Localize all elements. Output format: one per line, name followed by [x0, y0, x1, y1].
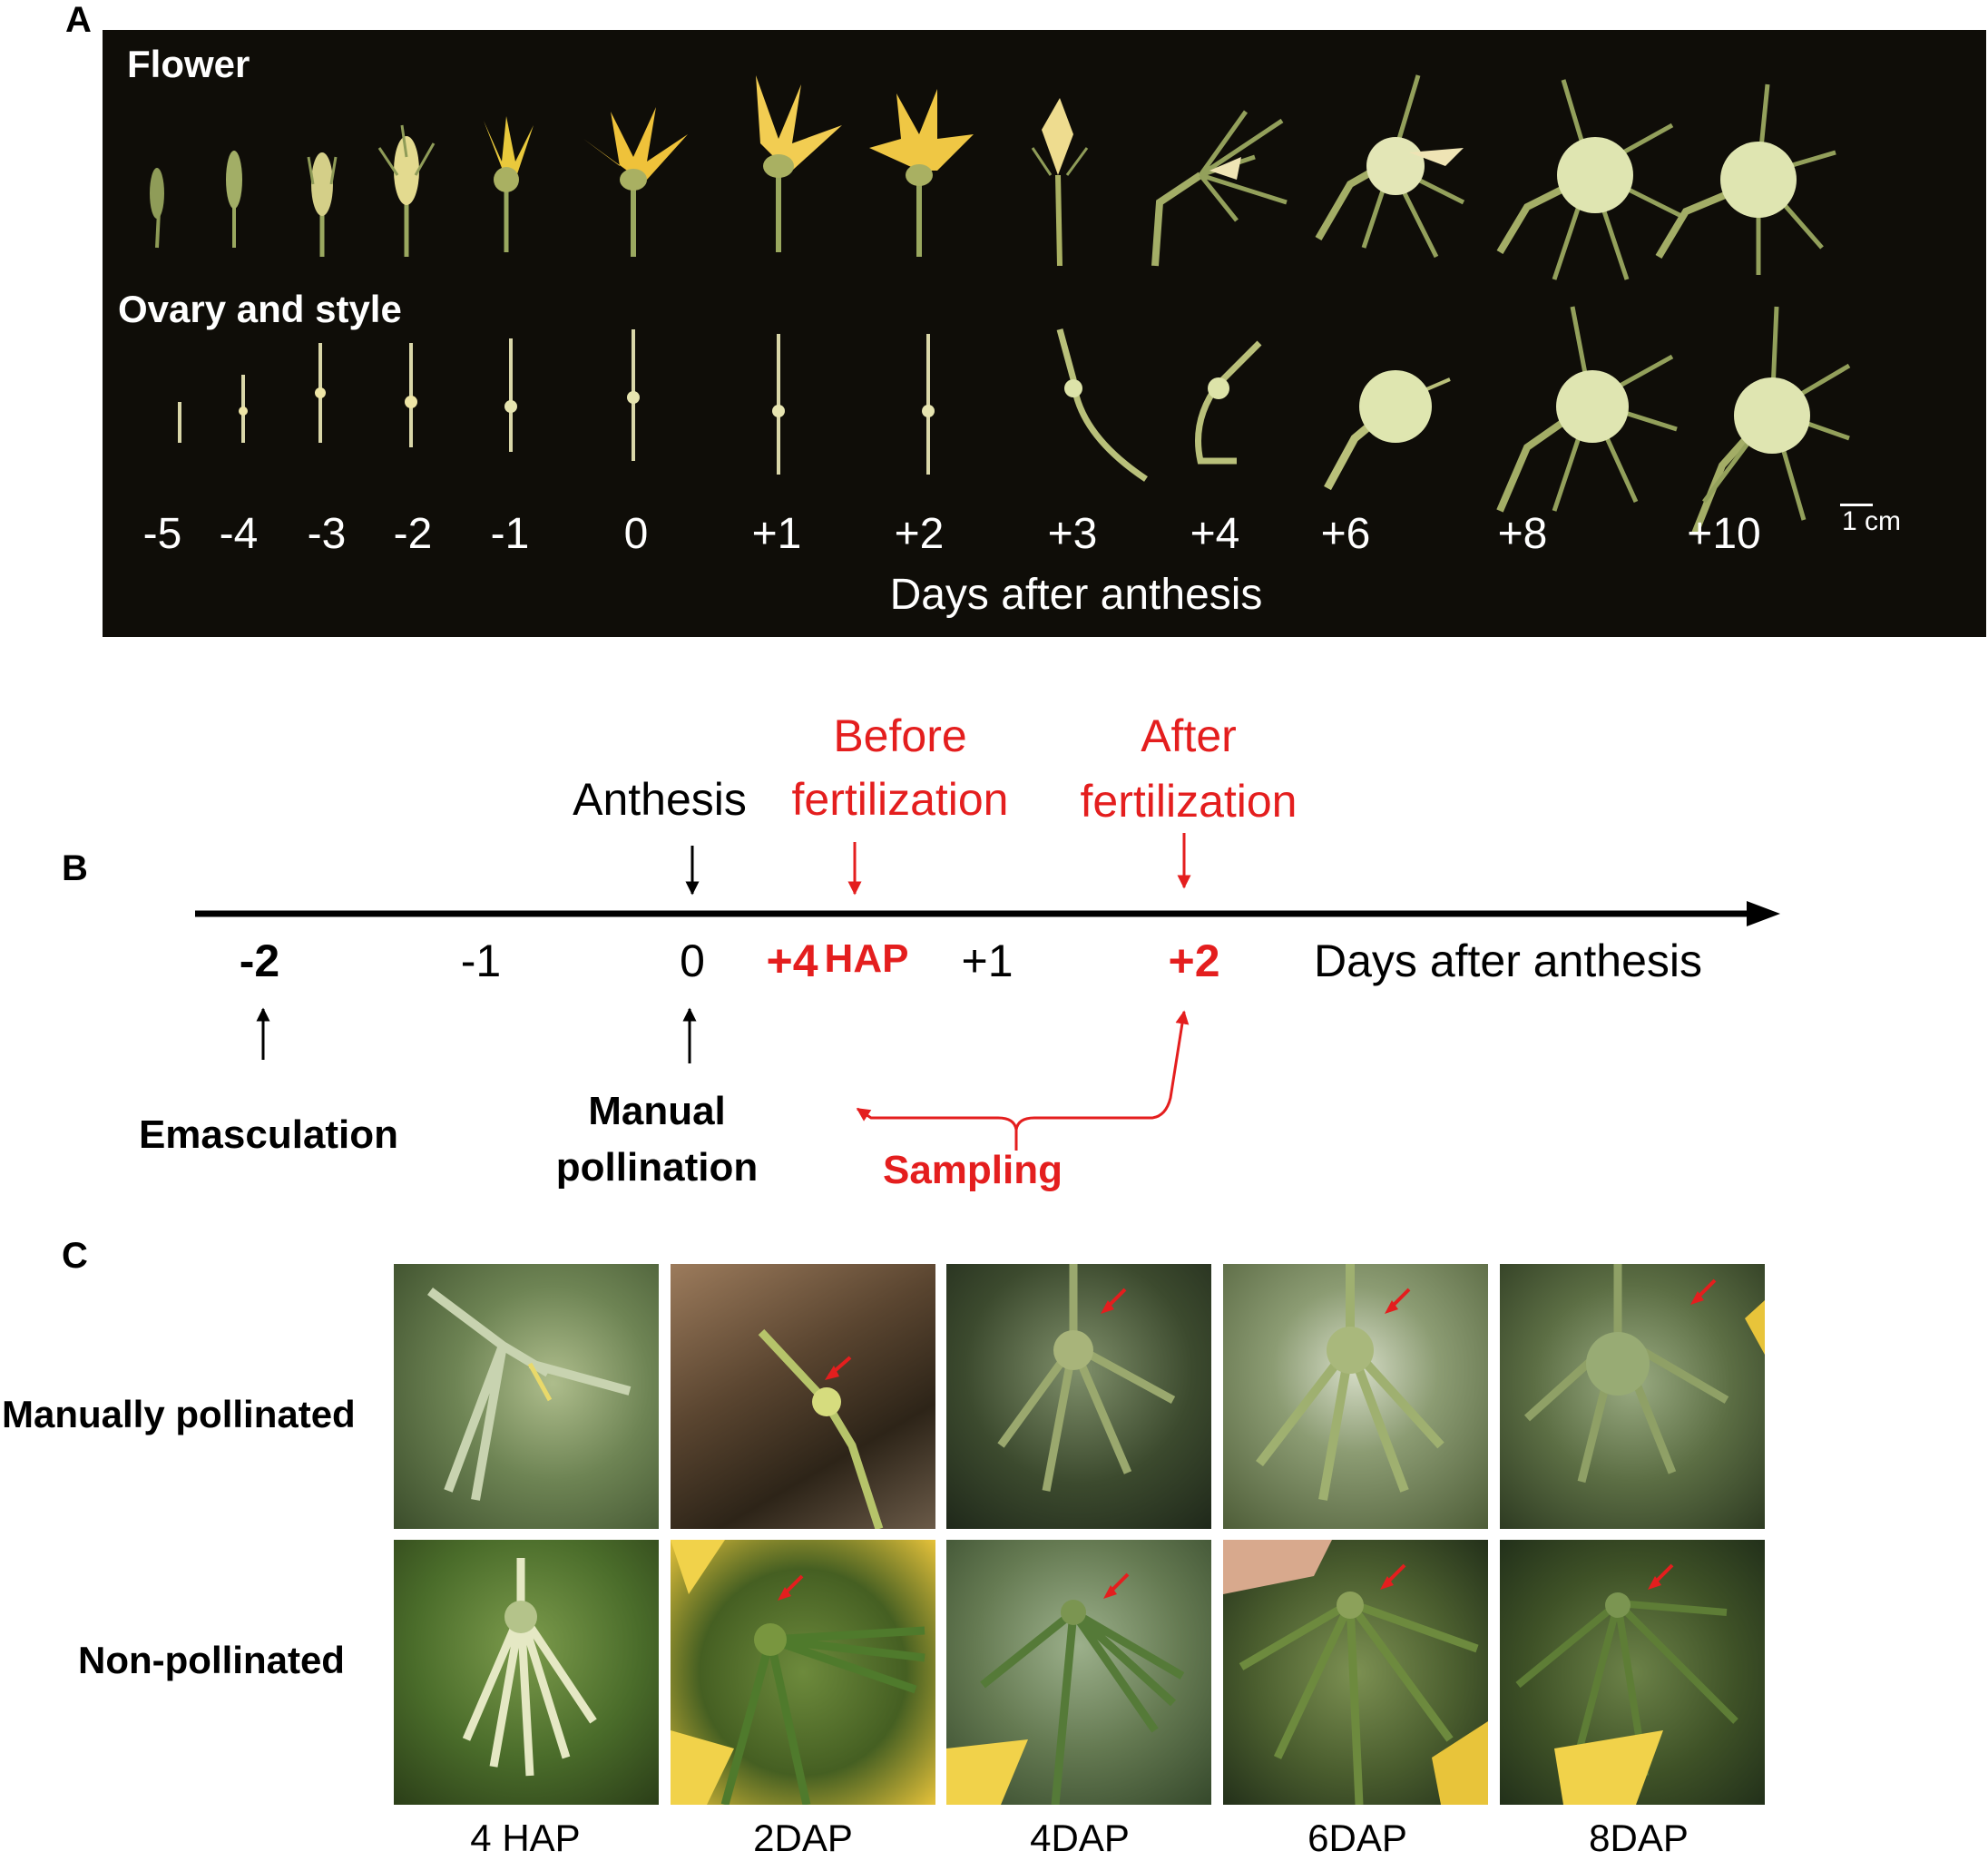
- flower-sepals: [462, 1558, 597, 1777]
- flower-bud-minus2: [377, 124, 436, 257]
- ovary-plus8: [1496, 306, 1678, 513]
- flower-minus1: [484, 116, 534, 252]
- emasculation-label: Emasculation: [138, 1112, 399, 1157]
- panel-a-photo-strip: Flower Ovary and style: [103, 30, 1986, 637]
- column-label-4hap: 4 HAP: [470, 1817, 581, 1859]
- ovary-0: [627, 329, 640, 461]
- scale-bar: [1840, 504, 1873, 506]
- day-label-minus5: -5: [142, 510, 182, 558]
- flower-bud-minus3: [307, 152, 338, 257]
- timeline-axis-label: Days after anthesis: [1314, 935, 1702, 986]
- timeline-axis-arrow: [195, 901, 1780, 926]
- developing-fruit: [997, 1264, 1176, 1492]
- flower-stems: [427, 1288, 632, 1501]
- flower-plus4: [1151, 110, 1288, 267]
- flower-sepals: [946, 1572, 1185, 1805]
- panel-a-x-axis-label: Days after anthesis: [889, 571, 1263, 619]
- day-label-plus4: +4: [1190, 510, 1240, 558]
- day-label-plus2: +2: [894, 510, 945, 558]
- panel-b-letter: B: [62, 848, 88, 888]
- day-label-minus1: -1: [490, 510, 530, 558]
- photo-pollinated-8dap: [1500, 1264, 1765, 1529]
- column-label-8dap: 8DAP: [1589, 1817, 1689, 1859]
- day-label-plus1: +1: [751, 510, 802, 558]
- flower-sepals: [671, 1540, 925, 1805]
- before-fertilization-label-line1: Before: [833, 710, 967, 761]
- ovary-minus3: [315, 343, 326, 443]
- flower-bud-minus4: [226, 151, 242, 248]
- developing-fruit: [1256, 1264, 1444, 1501]
- day-label-plus10: +10: [1687, 510, 1761, 558]
- column-label-6dap: 6DAP: [1307, 1817, 1407, 1859]
- tick-plus4: +4: [766, 935, 818, 986]
- ovary-minus5: [178, 402, 181, 443]
- ovary-on-stem: [758, 1328, 884, 1529]
- photo-pollinated-4dap: [946, 1264, 1211, 1529]
- ovary-minus4: [239, 375, 248, 443]
- row-label-non-pollinated: Non-pollinated: [78, 1639, 345, 1681]
- ovary-plus4: [1195, 340, 1262, 465]
- column-label-4dap: 4DAP: [1030, 1817, 1130, 1859]
- day-label-plus3: +3: [1047, 510, 1098, 558]
- flower-sepals: [1515, 1563, 1738, 1805]
- ovary-row-label: Ovary and style: [118, 288, 402, 330]
- flower-plus2: [869, 89, 974, 257]
- developing-fruit: [1523, 1264, 1765, 1484]
- flower-plus1: [715, 75, 842, 252]
- manual-pollination-label-line1: Manual: [588, 1089, 726, 1133]
- tick-plus1: +1: [961, 935, 1014, 986]
- column-label-2dap: 2DAP: [753, 1817, 853, 1859]
- day-label-plus6: +6: [1320, 510, 1371, 558]
- day-label-minus2: -2: [393, 510, 433, 558]
- ovary-plus10: [1691, 306, 1851, 535]
- photo-pollinated-6dap: [1223, 1264, 1488, 1529]
- flower-row-label: Flower: [127, 43, 250, 85]
- ovary-minus1: [504, 338, 517, 452]
- tick-minus1: -1: [460, 935, 502, 986]
- scale-bar-label: 1 cm: [1842, 506, 1902, 536]
- flower-0: [583, 107, 688, 257]
- day-label-minus4: -4: [219, 510, 259, 558]
- photo-pollinated-4hap: [394, 1264, 659, 1529]
- after-fertilization-label-line2: fertilization: [1080, 776, 1298, 827]
- day-label-0: 0: [623, 510, 649, 558]
- flower-bud-minus5: [150, 168, 164, 249]
- after-fertilization-label-line1: After: [1141, 710, 1237, 761]
- ovary-minus2: [405, 343, 417, 447]
- flower-plus6: [1315, 74, 1465, 259]
- tick-hap-unit: HAP: [824, 936, 909, 981]
- flower-plus3: [1031, 98, 1089, 267]
- ovary-plus1: [772, 334, 785, 475]
- flower-sepals: [1223, 1540, 1488, 1805]
- ovary-plus3: [1056, 328, 1148, 482]
- sampling-label: Sampling: [882, 1148, 1063, 1192]
- tick-zero: 0: [680, 935, 705, 986]
- sampling-bracket: [856, 1010, 1190, 1151]
- tick-plus2: +2: [1168, 935, 1220, 986]
- photo-nonpollinated-4hap: [394, 1540, 659, 1805]
- photo-nonpollinated-2dap: [671, 1540, 935, 1805]
- day-label-plus8: +8: [1497, 510, 1548, 558]
- ovary-plus2: [922, 334, 935, 475]
- manual-pollination-label-line2: pollination: [555, 1145, 759, 1190]
- photo-nonpollinated-6dap: [1223, 1540, 1488, 1805]
- photo-nonpollinated-4dap: [946, 1540, 1211, 1805]
- ovary-plus6: [1324, 370, 1451, 491]
- anthesis-label: Anthesis: [573, 774, 747, 825]
- photo-nonpollinated-8dap: [1500, 1540, 1765, 1805]
- before-fertilization-label-line2: fertilization: [791, 774, 1009, 825]
- photo-pollinated-2dap: [671, 1264, 935, 1529]
- panel-c-letter: C: [62, 1236, 88, 1276]
- day-label-minus3: -3: [307, 510, 347, 558]
- flower-plus8: [1496, 79, 1683, 280]
- row-label-manually-pollinated: Manually pollinated: [2, 1393, 356, 1435]
- panel-a-letter: A: [65, 0, 92, 40]
- flower-plus10: [1655, 83, 1836, 275]
- tick-minus2: -2: [239, 935, 280, 986]
